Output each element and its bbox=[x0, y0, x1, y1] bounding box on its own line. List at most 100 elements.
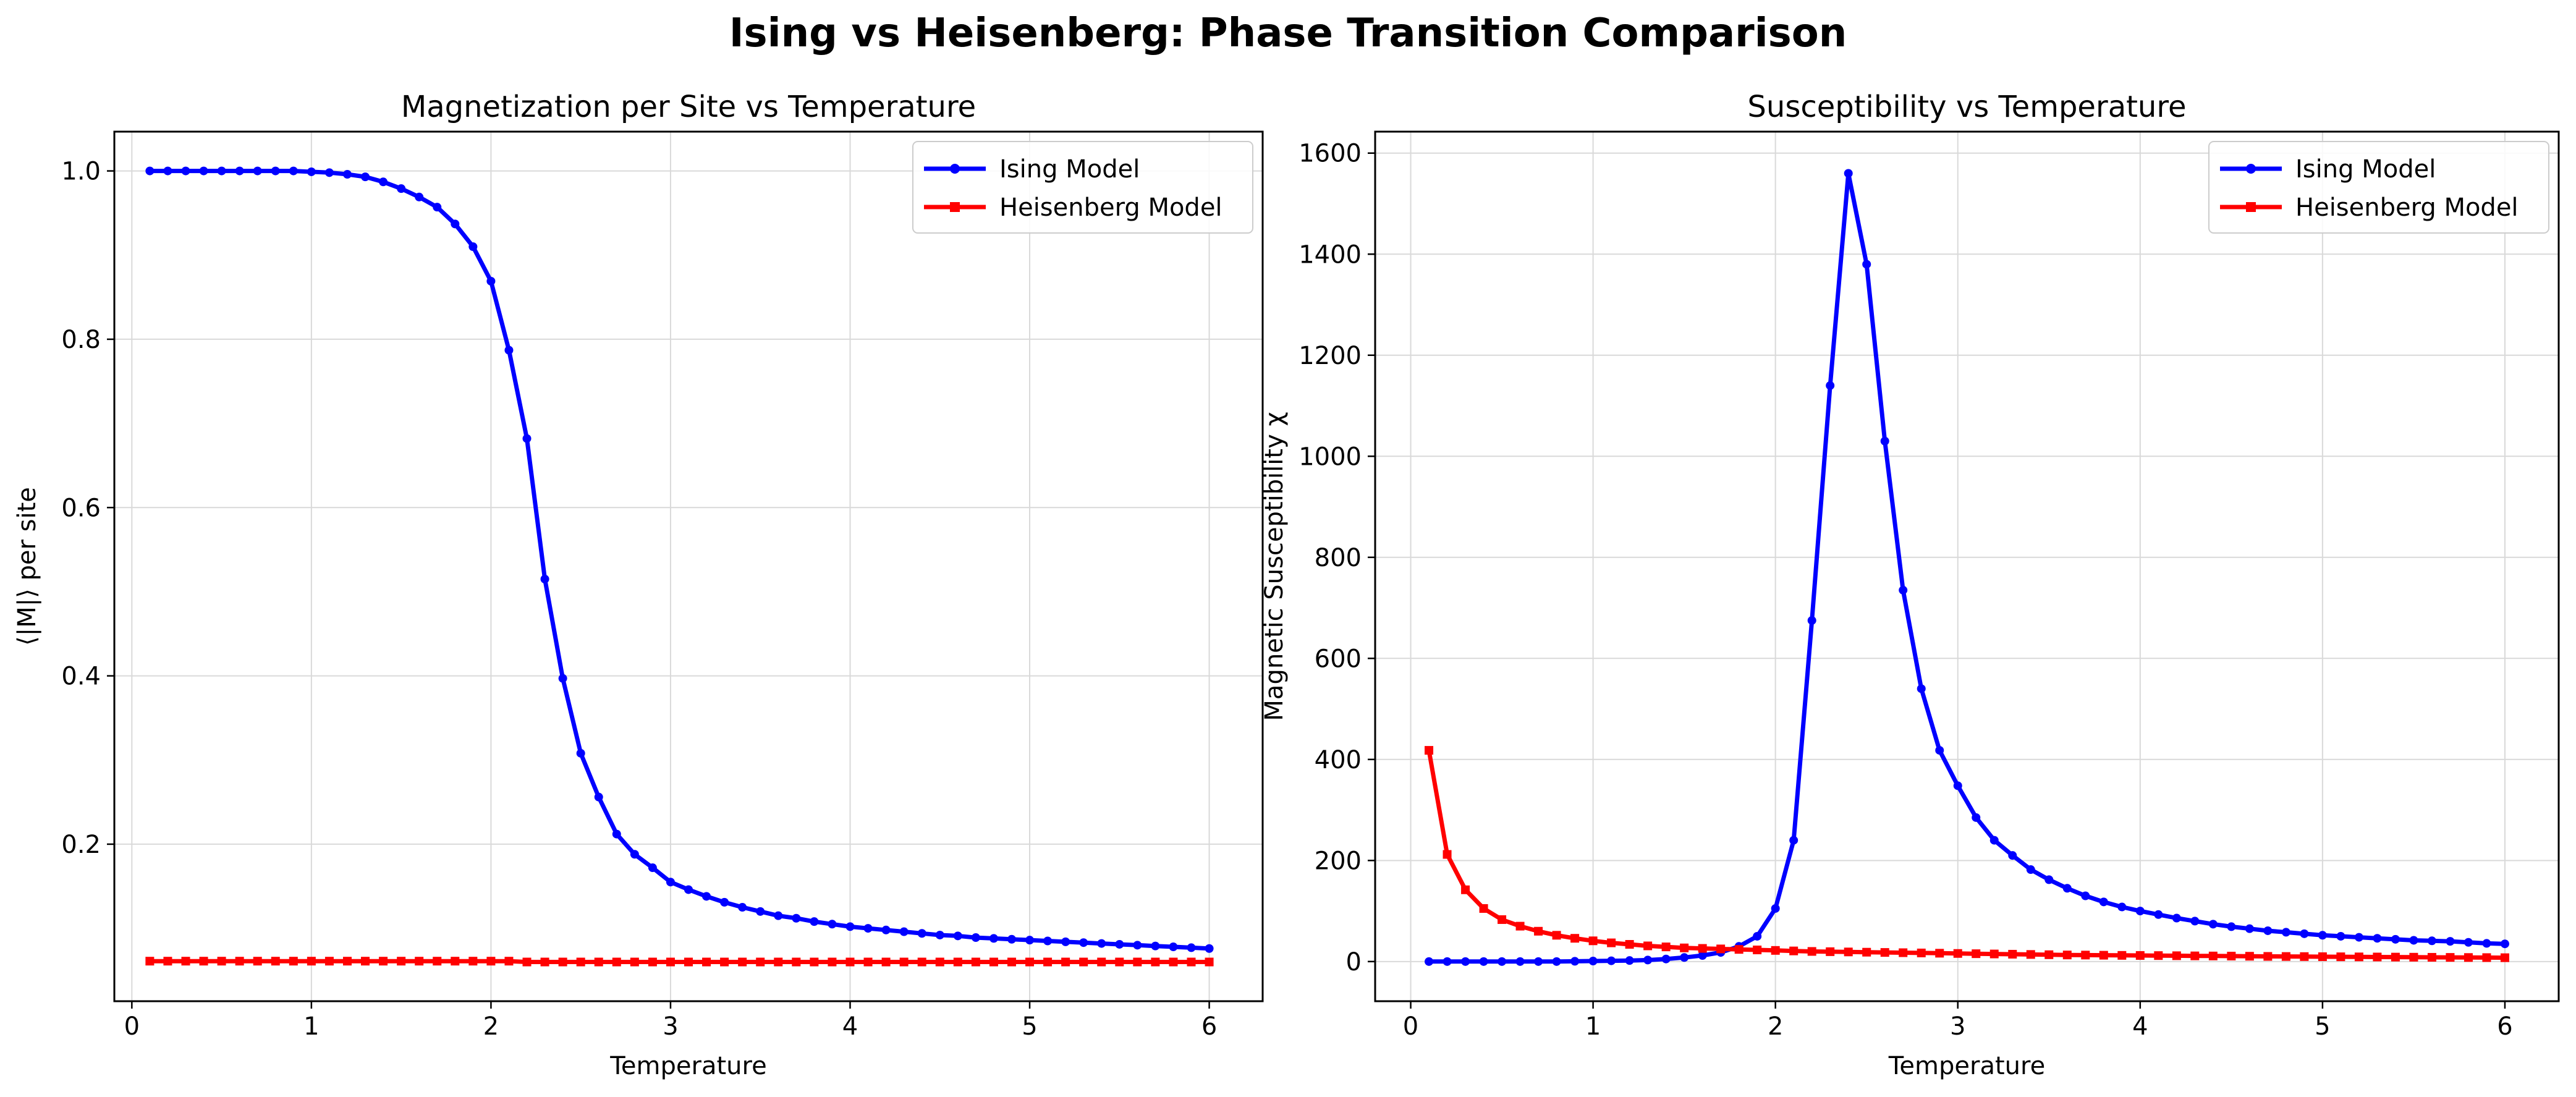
data-point bbox=[2008, 851, 2017, 860]
data-point bbox=[828, 957, 837, 967]
data-point bbox=[2318, 931, 2327, 940]
data-point bbox=[2099, 897, 2108, 907]
data-point bbox=[576, 748, 585, 758]
data-point bbox=[181, 957, 190, 966]
data-point bbox=[1025, 957, 1035, 967]
x-tick-label: 4 bbox=[842, 1012, 858, 1041]
data-point bbox=[576, 957, 585, 967]
x-tick-label: 0 bbox=[1403, 1012, 1418, 1041]
data-point bbox=[2500, 953, 2509, 962]
data-point bbox=[1461, 885, 1470, 894]
data-point bbox=[271, 957, 280, 966]
x-tick-label: 6 bbox=[1201, 1012, 1217, 1041]
data-point bbox=[2062, 951, 2072, 960]
data-point bbox=[989, 934, 998, 943]
data-point bbox=[2117, 902, 2127, 912]
data-point bbox=[774, 957, 783, 967]
data-point bbox=[720, 897, 729, 907]
chart-title: Magnetization per Site vs Temperature bbox=[401, 90, 976, 124]
data-point bbox=[2464, 938, 2473, 947]
data-point bbox=[1607, 938, 1616, 947]
legend-swatch-marker bbox=[2246, 202, 2256, 212]
data-point bbox=[881, 957, 891, 967]
data-point bbox=[217, 166, 226, 176]
data-point bbox=[1972, 813, 1981, 822]
data-point bbox=[2427, 936, 2436, 946]
data-point bbox=[342, 957, 352, 966]
data-point bbox=[1425, 746, 1434, 755]
data-point bbox=[2391, 952, 2400, 962]
data-point bbox=[1205, 957, 1214, 967]
y-tick-label: 1.0 bbox=[61, 158, 101, 186]
data-point bbox=[666, 957, 675, 967]
data-point bbox=[594, 792, 603, 802]
data-point bbox=[307, 167, 316, 176]
y-tick-label: 0.8 bbox=[61, 326, 101, 354]
data-point bbox=[145, 957, 155, 966]
data-point bbox=[2154, 910, 2163, 919]
data-point bbox=[415, 192, 424, 201]
data-point bbox=[935, 957, 944, 967]
data-point bbox=[361, 172, 370, 182]
figure-title: Ising vs Heisenberg: Phase Transition Co… bbox=[729, 11, 1847, 56]
data-point bbox=[1771, 904, 1780, 913]
data-point bbox=[522, 957, 532, 967]
x-tick-label: 1 bbox=[1585, 1012, 1601, 1041]
data-point bbox=[1899, 585, 1908, 595]
data-point bbox=[684, 885, 693, 894]
y-tick-label: 0 bbox=[1346, 948, 1362, 976]
data-point bbox=[1187, 957, 1196, 967]
legend-swatch-marker bbox=[950, 202, 960, 212]
data-point bbox=[1534, 926, 1543, 936]
data-point bbox=[2099, 951, 2108, 960]
data-point bbox=[594, 957, 603, 967]
y-tick-label: 600 bbox=[1315, 645, 1362, 673]
data-point bbox=[2336, 952, 2345, 962]
data-point bbox=[1826, 381, 1835, 390]
data-point bbox=[558, 674, 567, 683]
data-point bbox=[1661, 942, 1671, 952]
data-point bbox=[540, 957, 549, 967]
data-point bbox=[1115, 939, 1124, 949]
data-point bbox=[989, 957, 998, 967]
plot-frame bbox=[1374, 130, 2560, 1002]
data-point bbox=[2409, 952, 2418, 962]
data-point bbox=[1862, 947, 1871, 957]
data-point bbox=[1151, 941, 1160, 951]
data-point bbox=[181, 166, 190, 176]
data-point bbox=[845, 922, 855, 931]
data-point bbox=[540, 574, 549, 583]
data-point bbox=[1807, 947, 1816, 956]
data-point bbox=[1953, 781, 1962, 790]
data-point bbox=[2208, 951, 2218, 960]
series-line bbox=[1429, 171, 2506, 964]
data-point bbox=[738, 903, 747, 912]
data-point bbox=[2446, 937, 2455, 946]
data-point bbox=[361, 957, 370, 966]
data-point bbox=[1935, 746, 1944, 755]
data-point bbox=[2263, 926, 2273, 935]
data-point bbox=[2245, 952, 2254, 961]
data-point bbox=[2135, 951, 2145, 960]
data-point bbox=[1844, 947, 1853, 957]
data-point bbox=[1899, 948, 1908, 957]
x-axis-label: Temperature bbox=[1888, 1052, 2045, 1080]
y-axis-label: ⟨|M|⟩ per site bbox=[13, 487, 41, 646]
y-tick-label: 0.4 bbox=[61, 663, 101, 691]
x-tick-label: 4 bbox=[2132, 1012, 2148, 1041]
data-point bbox=[702, 957, 711, 967]
data-point bbox=[1079, 938, 1088, 947]
data-point bbox=[2062, 884, 2072, 893]
data-point bbox=[486, 957, 496, 966]
data-point bbox=[1917, 948, 1926, 957]
data-point bbox=[163, 166, 172, 176]
data-point bbox=[1917, 684, 1926, 693]
data-point bbox=[1716, 944, 1726, 954]
data-point bbox=[2008, 949, 2017, 959]
legend-label: Ising Model bbox=[2295, 155, 2436, 184]
data-point bbox=[235, 166, 244, 176]
series-line bbox=[1426, 750, 2506, 960]
x-tick-label: 5 bbox=[2315, 1012, 2330, 1041]
data-point bbox=[1479, 957, 1488, 966]
data-point bbox=[953, 957, 962, 967]
